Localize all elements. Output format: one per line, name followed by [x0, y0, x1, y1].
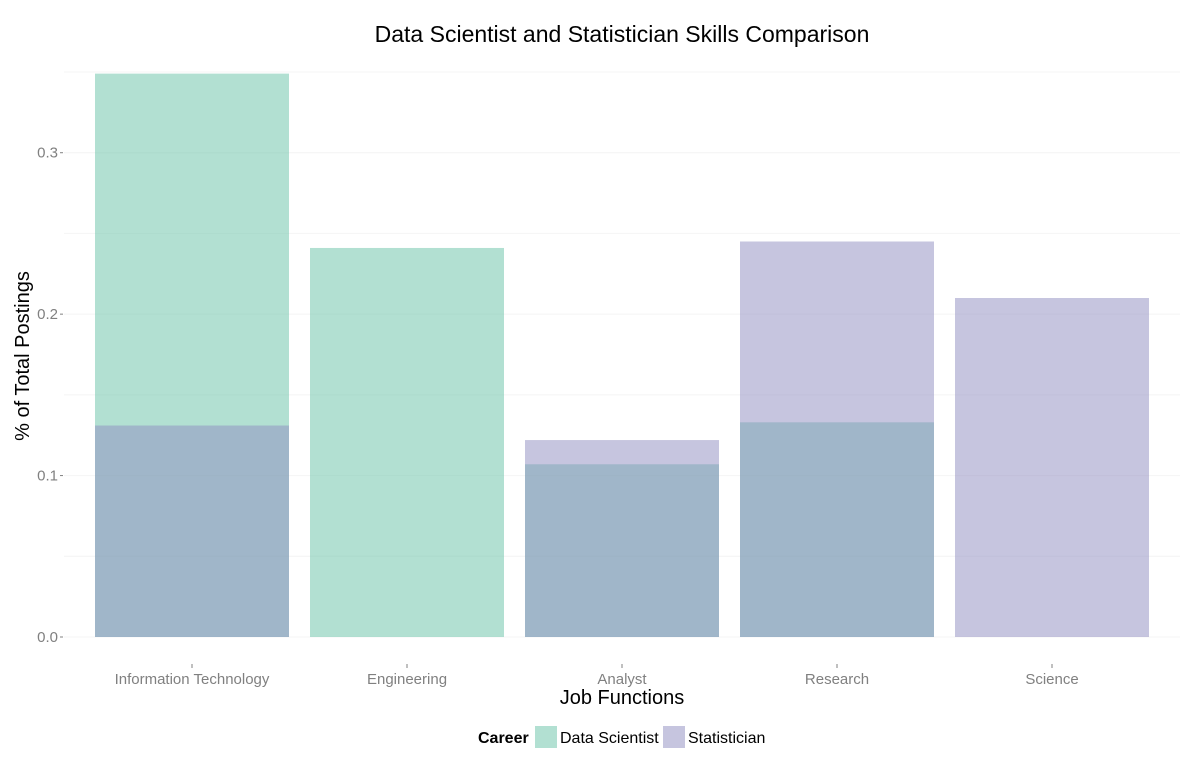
x-tick-label-engineering: Engineering	[367, 671, 447, 688]
y-tick-label: 0.1	[37, 468, 58, 485]
legend-label-statistician: Statistician	[688, 730, 765, 747]
legend-swatch-statistician	[663, 726, 685, 748]
legend: Career Data Scientist Statistician	[478, 726, 765, 748]
y-tick-label: 0.2	[37, 306, 58, 323]
bar-data-scientist-engineering	[310, 247, 504, 637]
bar-statistician-science	[955, 298, 1149, 637]
x-axis: Information Technology Engineering Analyst…	[115, 664, 1079, 688]
bars	[95, 73, 1149, 638]
legend-swatch-data-scientist	[535, 726, 557, 748]
x-tick-label-information-technology: Information Technology	[115, 671, 270, 688]
legend-label-data-scientist: Data Scientist	[560, 730, 659, 747]
x-tick-label-research: Research	[805, 671, 869, 688]
x-tick-label-analyst: Analyst	[597, 671, 647, 688]
y-tick-label: 0.3	[37, 145, 58, 162]
x-axis-title: Job Functions	[560, 687, 685, 709]
bar-statistician-research	[740, 241, 934, 637]
y-tick-label: 0.0	[37, 629, 58, 646]
bar-statistician-analyst	[525, 440, 719, 637]
chart-title: Data Scientist and Statistician Skills C…	[375, 21, 870, 47]
bar-statistician-information-technology	[95, 425, 289, 637]
legend-title: Career	[478, 730, 529, 747]
plot-panel	[64, 71, 1180, 638]
x-tick-label-science: Science	[1025, 671, 1078, 688]
y-axis-title: % of Total Postings	[12, 271, 34, 441]
y-axis: 0.0 0.1 0.2 0.3	[37, 145, 63, 646]
